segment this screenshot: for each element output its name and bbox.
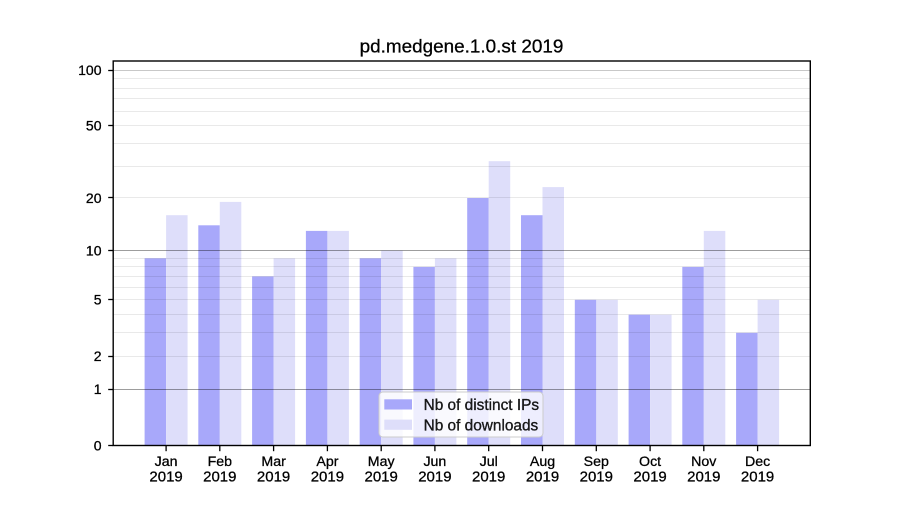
svg-text:Oct: Oct bbox=[639, 454, 661, 470]
svg-text:Jul: Jul bbox=[480, 454, 498, 470]
svg-text:2019: 2019 bbox=[149, 468, 182, 485]
svg-text:Apr: Apr bbox=[316, 454, 338, 470]
svg-text:Mar: Mar bbox=[261, 454, 286, 470]
svg-text:Jun: Jun bbox=[423, 454, 446, 470]
svg-text:Sep: Sep bbox=[584, 454, 609, 470]
svg-text:2019: 2019 bbox=[580, 468, 613, 485]
svg-text:Jan: Jan bbox=[155, 454, 178, 470]
svg-text:20: 20 bbox=[86, 190, 102, 206]
svg-text:0: 0 bbox=[94, 437, 102, 453]
svg-text:Nb of downloads: Nb of downloads bbox=[424, 417, 539, 434]
svg-text:2019: 2019 bbox=[633, 468, 666, 485]
svg-text:Nb of distinct IPs: Nb of distinct IPs bbox=[424, 397, 540, 414]
svg-text:Feb: Feb bbox=[208, 454, 233, 470]
svg-text:2019: 2019 bbox=[472, 468, 505, 485]
svg-text:1: 1 bbox=[94, 381, 102, 397]
svg-text:100: 100 bbox=[78, 62, 102, 78]
svg-text:pd.medgene.1.0.st 2019: pd.medgene.1.0.st 2019 bbox=[360, 37, 564, 58]
svg-text:Aug: Aug bbox=[530, 454, 555, 470]
svg-text:2019: 2019 bbox=[311, 468, 344, 485]
svg-text:2019: 2019 bbox=[418, 468, 451, 485]
svg-text:2019: 2019 bbox=[687, 468, 720, 485]
svg-text:2019: 2019 bbox=[741, 468, 774, 485]
svg-text:May: May bbox=[368, 454, 396, 470]
svg-text:50: 50 bbox=[86, 118, 102, 134]
svg-text:2019: 2019 bbox=[203, 468, 236, 485]
svg-text:Nov: Nov bbox=[691, 454, 717, 470]
svg-text:2019: 2019 bbox=[526, 468, 559, 485]
svg-text:10: 10 bbox=[86, 243, 102, 259]
svg-text:5: 5 bbox=[94, 292, 102, 308]
svg-text:2019: 2019 bbox=[257, 468, 290, 485]
svg-text:2019: 2019 bbox=[365, 468, 398, 485]
svg-text:Dec: Dec bbox=[745, 454, 770, 470]
svg-text:2: 2 bbox=[94, 348, 102, 364]
